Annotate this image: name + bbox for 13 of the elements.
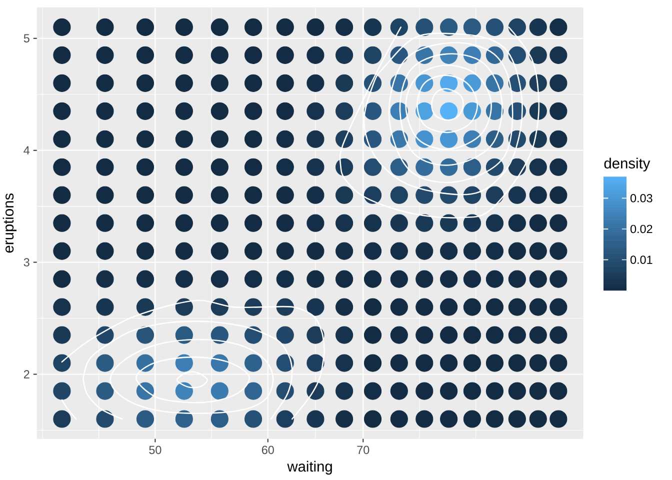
color-bar-title: density	[604, 158, 650, 172]
x-tick-label: 70	[357, 446, 370, 454]
y-axis-title: eruptions	[2, 193, 16, 253]
color-bar-label: 0.03	[630, 194, 652, 202]
y-tick-label: 2	[24, 370, 30, 378]
y-tick-label: 3	[24, 258, 30, 266]
x-tick-label: 60	[262, 446, 274, 454]
x-axis-title: waiting	[287, 460, 332, 475]
y-tick-label: 4	[24, 146, 30, 154]
color-bar-label: 0.01	[630, 256, 652, 264]
color-bar-label: 0.02	[630, 224, 652, 234]
x-tick-label: 50	[149, 446, 162, 454]
y-tick-label: 5	[24, 34, 30, 42]
